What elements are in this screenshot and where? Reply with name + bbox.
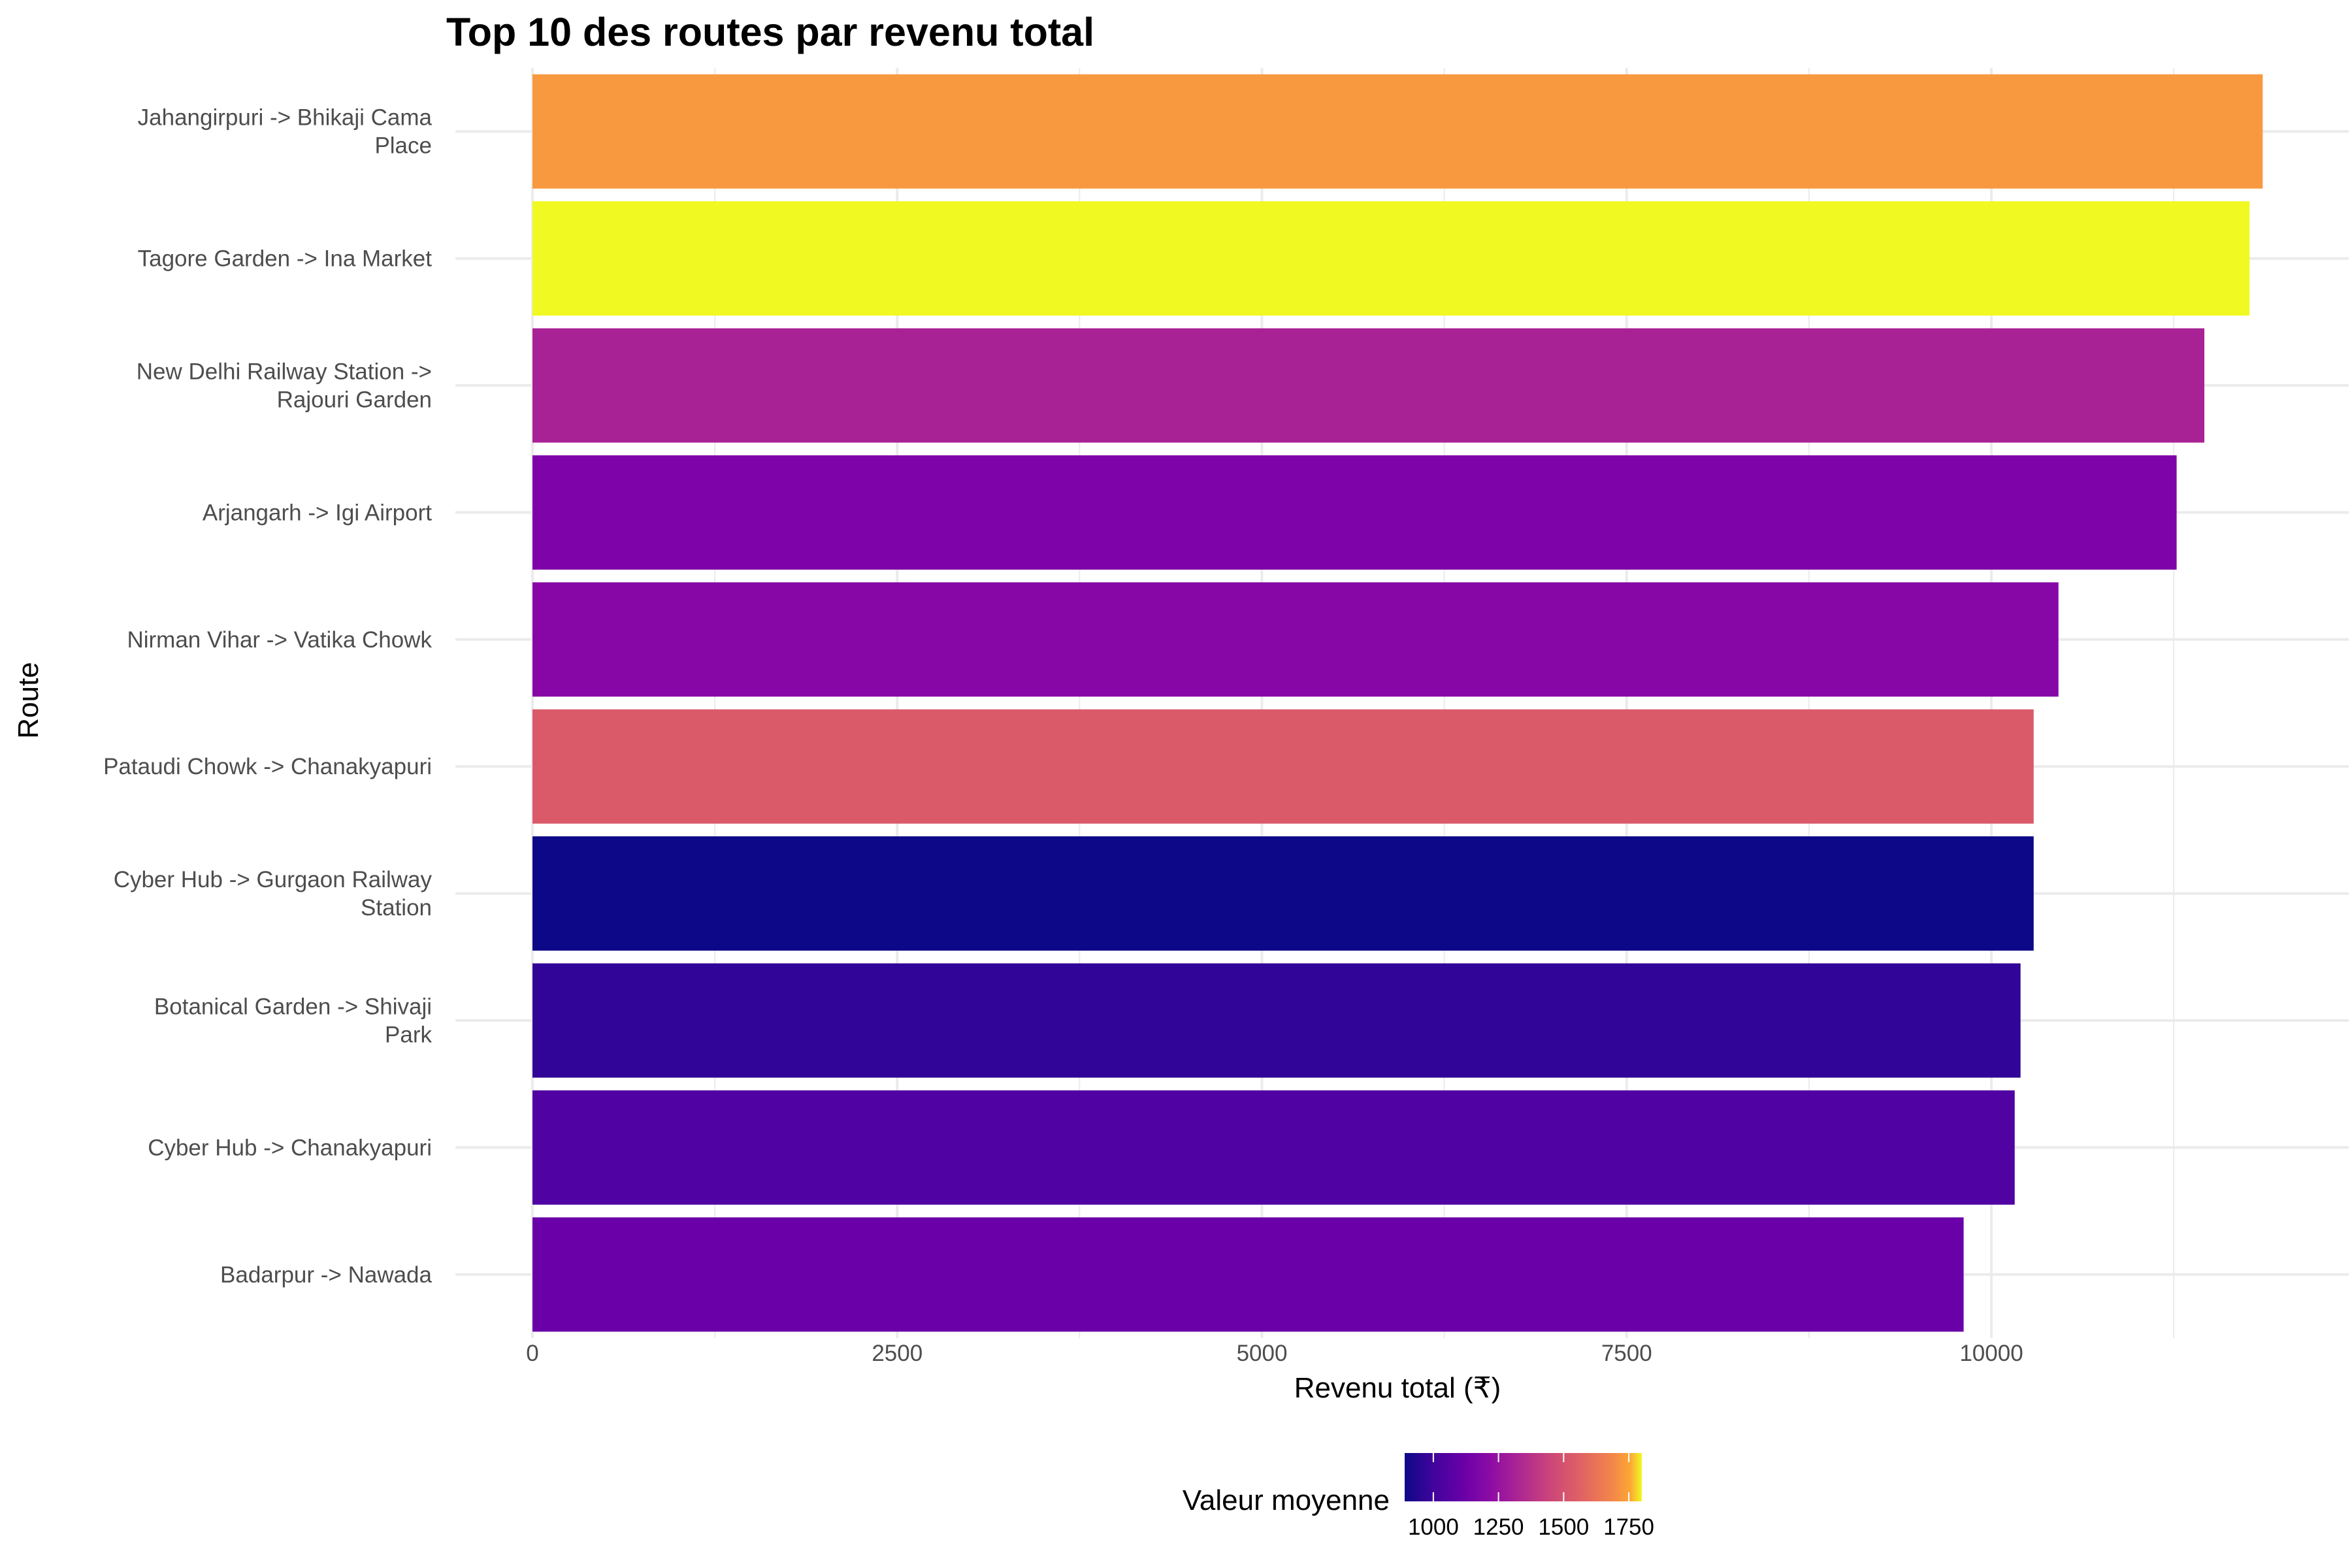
y-tick-label: New Delhi Railway Station -> Rajouri Gard… (137, 359, 432, 413)
bar (532, 74, 2263, 189)
bar (532, 328, 2205, 443)
y-axis-title: Route (12, 662, 44, 738)
y-tick-label: Cyber Hub -> Chanakyapuri (148, 1135, 432, 1160)
legend-colorbar (1405, 1453, 1642, 1501)
y-axis-tick-labels: Jahangirpuri -> Bhikaji Cama Place Tagore … (103, 105, 432, 1288)
x-tick-label: 7500 (1601, 1341, 1652, 1366)
color-legend: Valeur moyenne 1000 1250 1500 1750 (1183, 1453, 1654, 1540)
y-tick-label: Botanical Garden -> Shivaji Park (154, 994, 433, 1048)
y-tick-label: Pataudi Chowk -> Chanakyapuri (103, 754, 432, 779)
bar (532, 836, 2034, 951)
legend-tick-label: 1500 (1538, 1514, 1589, 1540)
bar (532, 963, 2021, 1078)
y-tick-label: Cyber Hub -> Gurgaon Railway Station (114, 867, 433, 921)
legend-ticks: 1000 1250 1500 1750 (1408, 1453, 1654, 1540)
chart-title: Top 10 des routes par revenu total (446, 10, 1094, 54)
x-tick-label: 5000 (1237, 1341, 1288, 1366)
bar (532, 1217, 1964, 1332)
y-tick-label: Arjangarh -> Igi Airport (203, 500, 432, 525)
x-tick-label: 2500 (872, 1341, 923, 1366)
bar (532, 201, 2250, 316)
y-tick-label: Jahangirpuri -> Bhikaji Cama Place (138, 105, 433, 159)
x-tick-label: 10000 (1959, 1341, 2023, 1366)
y-tick-label: Nirman Vihar -> Vatika Chowk (127, 627, 432, 653)
legend-tick-label: 1000 (1408, 1514, 1459, 1540)
legend-tick-label: 1750 (1603, 1514, 1654, 1540)
legend-title: Valeur moyenne (1183, 1484, 1390, 1516)
x-axis-title: Revenu total (₹) (1294, 1372, 1501, 1404)
bar (532, 582, 2059, 697)
x-axis-tick-labels: 0 2500 5000 7500 10000 (526, 1341, 2023, 1366)
x-tick-label: 0 (526, 1341, 538, 1366)
bar (532, 709, 2034, 824)
y-tick-label: Tagore Garden -> Ina Market (138, 246, 433, 272)
bars (532, 74, 2263, 1332)
bar (532, 455, 2177, 570)
legend-tick-label: 1250 (1473, 1514, 1524, 1540)
bar (532, 1090, 2015, 1205)
y-tick-label: Badarpur -> Nawada (220, 1262, 432, 1288)
